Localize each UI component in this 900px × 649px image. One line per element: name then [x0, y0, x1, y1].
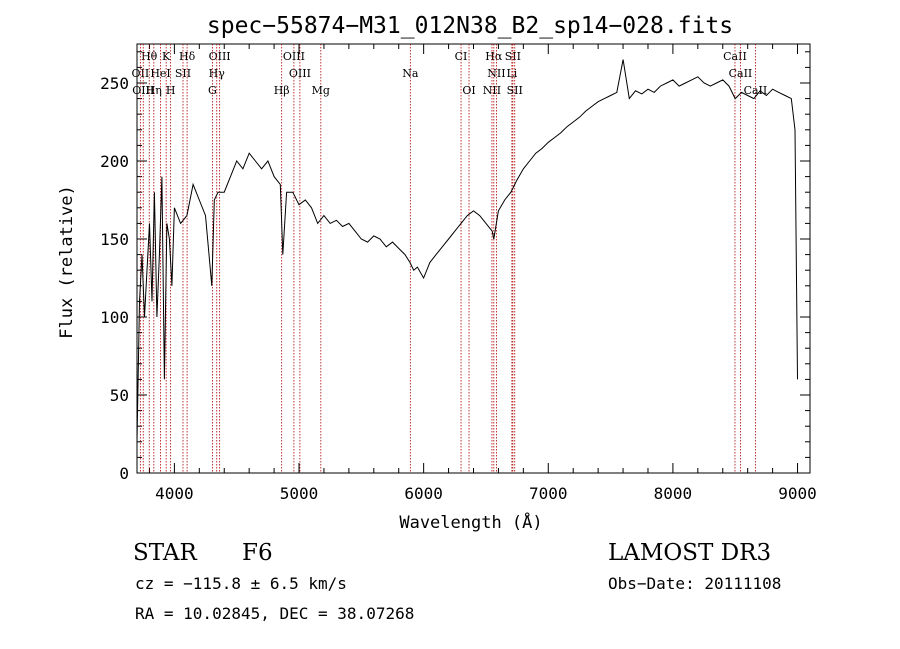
spectral-line-label: Hγ	[209, 67, 226, 80]
coordinates: RA = 10.02845, DEC = 38.07268	[135, 604, 415, 623]
y-tick-label: 50	[110, 386, 129, 405]
spectral-line-label: Hδ	[179, 50, 196, 63]
x-tick-label: 9000	[778, 484, 817, 503]
x-tick-label: 6000	[404, 484, 443, 503]
x-tick-label: 4000	[155, 484, 194, 503]
spectral-line-label: SII	[505, 50, 521, 63]
y-tick-label: 250	[100, 74, 129, 93]
spectral-line-label: OI	[462, 84, 475, 97]
spectral-line-label: CaII	[729, 67, 753, 80]
spectral-line-label: Hβ	[274, 84, 290, 97]
spectral-line-label: K	[162, 50, 171, 63]
spectral-line-label: CI	[455, 50, 468, 63]
chart-title: spec−55874−M31_012N38_B2_sp14−028.fits	[207, 13, 733, 39]
spectral-line-label: OIII	[283, 50, 305, 63]
spectral-line-label: SII	[175, 67, 191, 80]
x-tick-label: 8000	[654, 484, 693, 503]
star-subclass: F6	[242, 540, 273, 566]
star-class: STAR	[133, 540, 197, 566]
spectral-line-label: CaII	[744, 84, 768, 97]
spectrum-trace	[136, 59, 798, 442]
spectral-line-label: CaII	[723, 50, 747, 63]
spectral-line-label: OII	[132, 67, 150, 80]
observation-date: Obs−Date: 20111108	[608, 574, 782, 593]
spectral-line-label: Li	[506, 67, 517, 80]
spectral-line-label: NII	[487, 67, 505, 80]
spectral-line-label: Hα	[485, 50, 503, 63]
y-tick-label: 100	[100, 308, 129, 327]
spectral-line-label: NII	[483, 84, 501, 97]
x-axis-label: Wavelength (Å)	[399, 511, 542, 533]
spectral-line-label: OIII	[132, 84, 154, 97]
spectral-line-label: G	[208, 84, 217, 97]
plot-frame	[136, 43, 811, 474]
spectral-line-label: Hη	[146, 84, 162, 97]
spectral-line-label: OIII	[209, 50, 231, 63]
redshift-value: cz = −115.8 ± 6.5 km/s	[135, 574, 347, 593]
x-tick-label: 7000	[529, 484, 568, 503]
survey-name: LAMOST DR3	[608, 540, 772, 566]
y-tick-label: 150	[100, 230, 129, 249]
spectral-line-label: SII	[507, 84, 523, 97]
spectral-line-label: H	[166, 84, 176, 97]
spectral-line-label: OIII	[289, 67, 311, 80]
spectral-line-label: Mg	[312, 84, 330, 97]
spectral-line-label: HeI	[150, 67, 170, 80]
x-tick-label: 5000	[280, 484, 319, 503]
y-tick-label: 0	[119, 464, 129, 483]
y-tick-label: 200	[100, 152, 129, 171]
y-axis-label: Flux (relative)	[57, 185, 77, 339]
spectral-line-label: Na	[402, 67, 419, 80]
